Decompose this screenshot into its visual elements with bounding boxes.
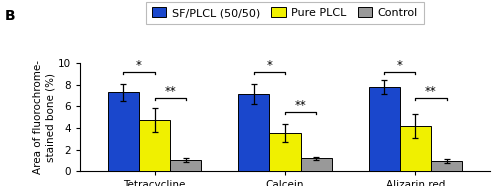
Bar [238, 94, 270, 171]
Bar [170, 160, 201, 171]
Y-axis label: Area of fluorochrome-
stained bone (%): Area of fluorochrome- stained bone (%) [34, 60, 55, 174]
Bar [369, 87, 400, 171]
Bar [431, 161, 462, 171]
Bar [139, 120, 170, 171]
Text: *: * [397, 59, 403, 72]
Text: **: ** [425, 85, 437, 97]
Text: B: B [5, 9, 15, 23]
Bar [270, 133, 300, 171]
Legend: SF/PLCL (50/50), Pure PLCL, Control: SF/PLCL (50/50), Pure PLCL, Control [146, 2, 424, 24]
Text: **: ** [164, 85, 176, 97]
Bar [400, 126, 431, 171]
Bar [300, 158, 332, 171]
Text: **: ** [294, 99, 306, 112]
Text: *: * [136, 59, 142, 72]
Bar [108, 92, 139, 171]
Text: *: * [266, 59, 272, 72]
